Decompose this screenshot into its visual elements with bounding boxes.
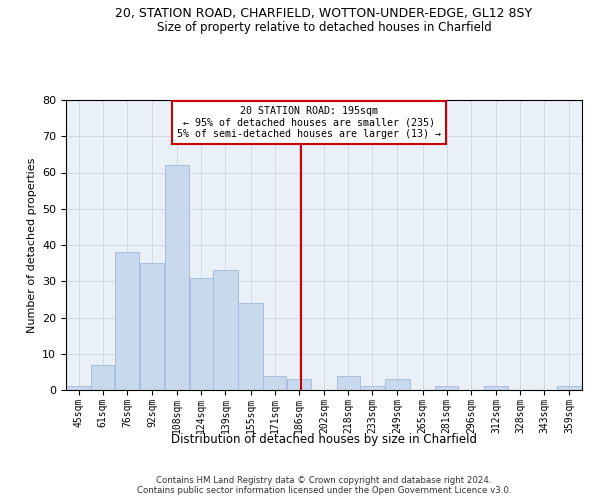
Bar <box>287 379 311 390</box>
Bar <box>140 263 164 390</box>
Bar <box>263 376 286 390</box>
Text: Size of property relative to detached houses in Charfield: Size of property relative to detached ho… <box>157 21 491 34</box>
Text: Distribution of detached houses by size in Charfield: Distribution of detached houses by size … <box>171 432 477 446</box>
Bar <box>213 270 238 390</box>
Y-axis label: Number of detached properties: Number of detached properties <box>26 158 37 332</box>
Bar <box>190 278 213 390</box>
Text: 20 STATION ROAD: 195sqm
← 95% of detached houses are smaller (235)
5% of semi-de: 20 STATION ROAD: 195sqm ← 95% of detache… <box>176 106 440 139</box>
Text: 20, STATION ROAD, CHARFIELD, WOTTON-UNDER-EDGE, GL12 8SY: 20, STATION ROAD, CHARFIELD, WOTTON-UNDE… <box>115 8 533 20</box>
Bar <box>435 386 458 390</box>
Bar <box>557 386 582 390</box>
Bar <box>91 364 115 390</box>
Bar <box>115 252 139 390</box>
Bar <box>238 303 263 390</box>
Bar <box>385 379 410 390</box>
Bar <box>484 386 508 390</box>
Bar <box>66 386 91 390</box>
Bar <box>164 165 190 390</box>
Text: Contains HM Land Registry data © Crown copyright and database right 2024.
Contai: Contains HM Land Registry data © Crown c… <box>137 476 511 495</box>
Bar <box>337 376 360 390</box>
Bar <box>360 386 385 390</box>
